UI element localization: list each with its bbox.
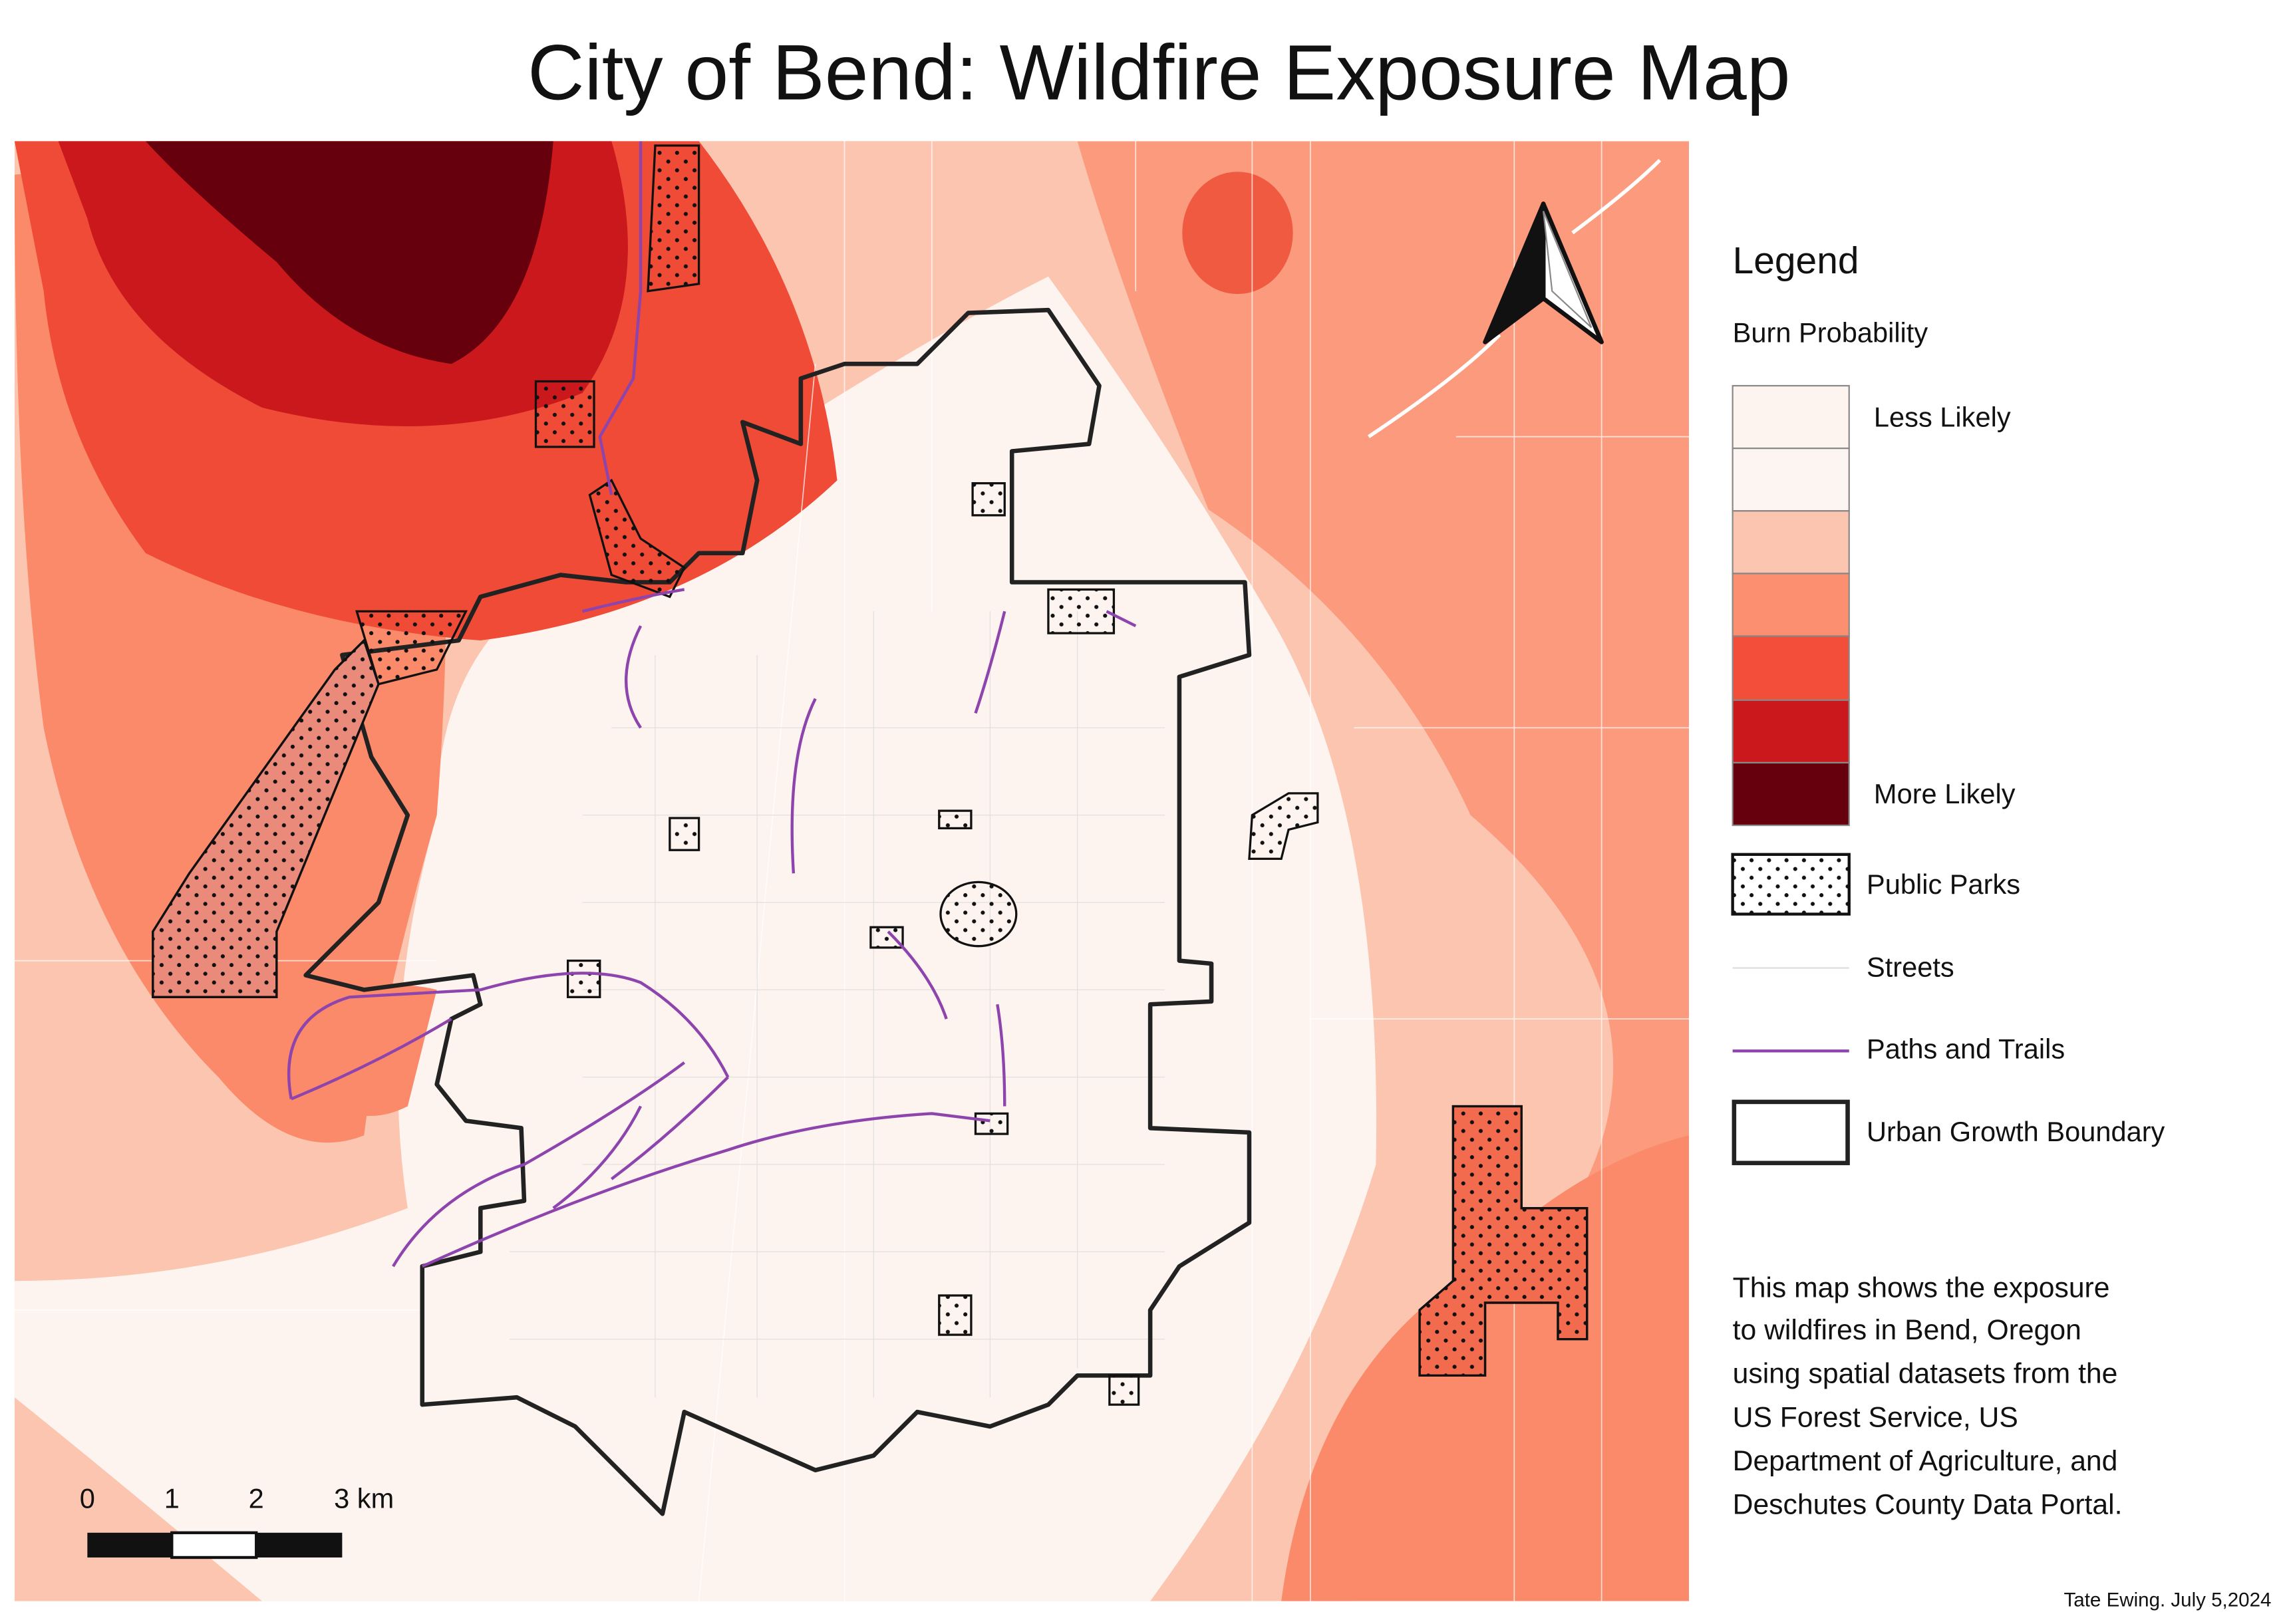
legend-subtitle: Burn Probability xyxy=(1733,317,1928,348)
map-rect xyxy=(1732,699,1850,764)
scale-label: 3 km xyxy=(334,1483,394,1514)
map-path xyxy=(1418,1105,1589,1377)
map-path xyxy=(1367,158,1662,438)
map-path xyxy=(588,478,686,599)
map-path xyxy=(887,930,1006,1107)
ramp-low-label: Less Likely xyxy=(1874,401,2011,432)
map-rect xyxy=(869,926,904,949)
map-rect xyxy=(534,380,595,448)
description: This map shows the exposure to wildfires… xyxy=(1733,1272,2123,1521)
map-path xyxy=(598,141,643,495)
map-g xyxy=(1367,158,1662,438)
legend-label: Public Parks xyxy=(1867,869,2020,900)
map-rect xyxy=(1732,1099,1850,1166)
map-path xyxy=(14,276,1377,1601)
map-rect xyxy=(170,1531,258,1559)
map-g xyxy=(1732,384,1850,827)
map-path xyxy=(552,1076,729,1210)
legend-label: Streets xyxy=(1867,952,1954,983)
map-g xyxy=(152,144,1589,1406)
map-path xyxy=(287,972,730,1099)
map-path xyxy=(974,610,1137,714)
map-rect xyxy=(938,809,973,830)
map-rect xyxy=(1732,635,1850,701)
map-path xyxy=(145,141,553,364)
map-rect xyxy=(1732,384,1850,450)
map-path xyxy=(392,1061,686,1268)
map-path xyxy=(510,611,1165,1398)
map-g xyxy=(287,141,1137,1268)
legend-label: Paths and Trails xyxy=(1867,1033,2065,1064)
map-g xyxy=(510,611,1165,1398)
map-rect xyxy=(1731,853,1851,916)
map-path xyxy=(1483,202,1546,344)
credit: Tate Ewing. July 5,2024 xyxy=(2064,1589,2272,1611)
map-rect xyxy=(1732,761,1850,827)
description-line: using spatial datasets from the xyxy=(1733,1358,2118,1390)
map-ellipse xyxy=(939,880,1018,948)
map-ellipse xyxy=(1182,172,1293,295)
scale-label: 2 xyxy=(249,1483,264,1514)
map-rect xyxy=(669,817,700,851)
map-rect xyxy=(1732,573,1850,637)
map-path xyxy=(290,1017,452,1101)
legend: Legend Burn Probability Less Likely More… xyxy=(1731,239,2165,1166)
north-arrow xyxy=(1483,202,1604,344)
map-path xyxy=(421,1112,990,1268)
description-line: to wildfires in Bend, Oregon xyxy=(1733,1314,2081,1346)
map-rect xyxy=(566,959,601,998)
scale-bar: 0 1 2 3 km xyxy=(80,1483,394,1559)
map-path xyxy=(1248,792,1319,861)
legend-label: Urban Growth Boundary xyxy=(1867,1116,2165,1147)
map-path xyxy=(647,144,700,293)
map-rect xyxy=(1732,448,1850,512)
legend-title: Legend xyxy=(1733,239,1859,282)
map-path xyxy=(355,610,468,686)
map-rect xyxy=(87,1532,172,1557)
map-rect xyxy=(1732,510,1850,575)
map-rect xyxy=(1108,1374,1140,1406)
map-rect xyxy=(971,482,1006,517)
description-line: This map shows the exposure xyxy=(1733,1272,2110,1304)
map-rect xyxy=(938,1294,973,1336)
map-rect xyxy=(1047,588,1116,634)
description-line: Department of Agriculture, and xyxy=(1733,1445,2118,1477)
map-path xyxy=(581,588,817,874)
scale-label: 0 xyxy=(80,1483,95,1514)
description-line: Deschutes County Data Portal. xyxy=(1733,1489,2123,1521)
ramp-high-label: More Likely xyxy=(1874,778,2016,809)
map-path xyxy=(1543,210,1593,329)
description-line: US Forest Service, US xyxy=(1733,1401,2018,1433)
scale-label: 1 xyxy=(164,1483,180,1514)
map xyxy=(14,141,1689,1601)
map-rect xyxy=(974,1112,1009,1135)
title: City of Bend: Wildfire Exposure Map xyxy=(528,29,1790,116)
map-rect xyxy=(256,1532,343,1557)
